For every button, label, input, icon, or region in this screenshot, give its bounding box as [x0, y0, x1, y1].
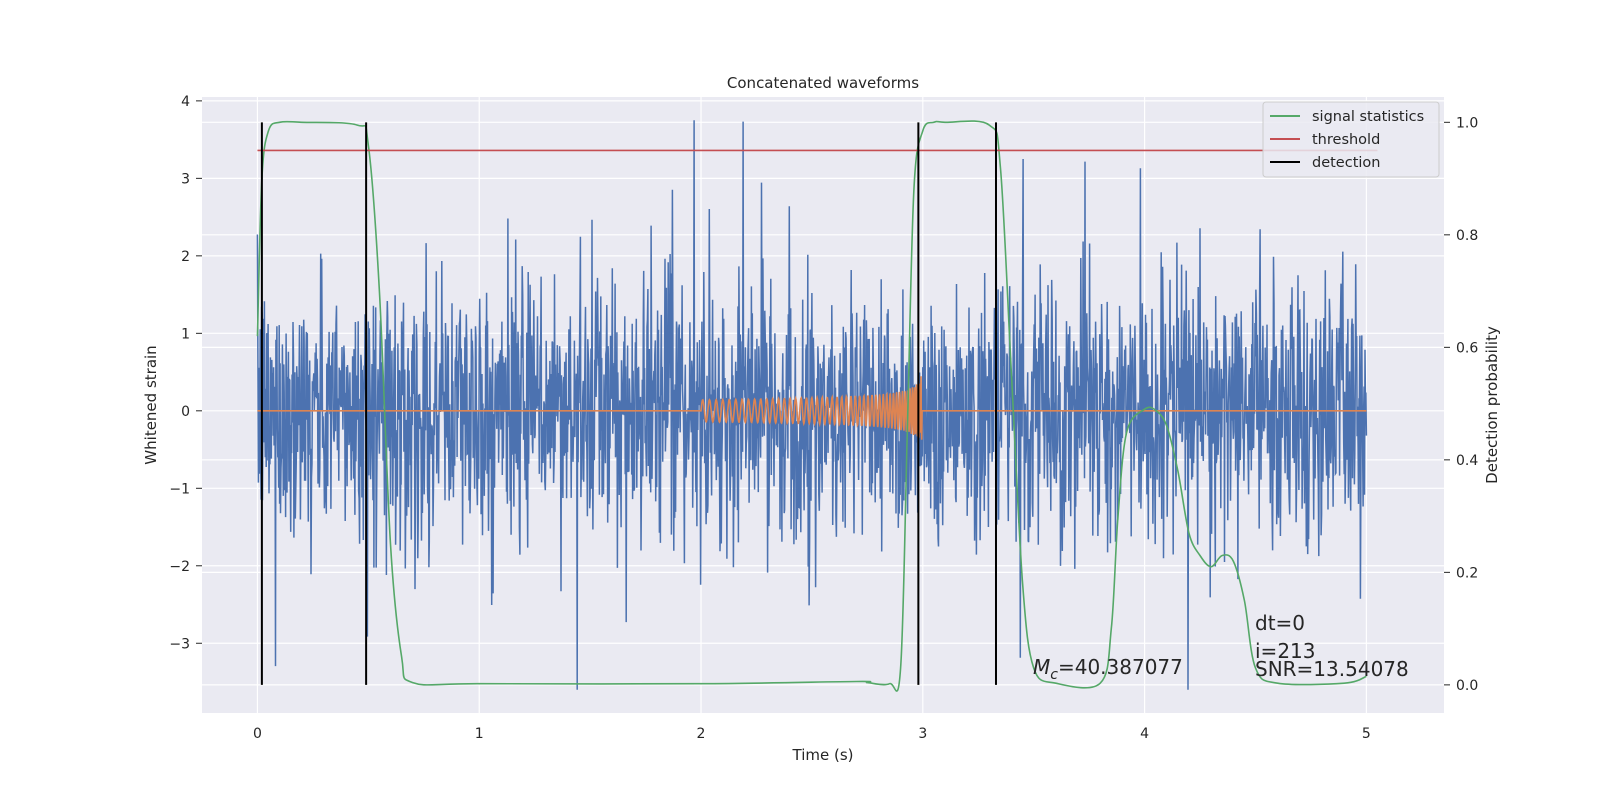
y-axis-left-label: Whitened strain: [142, 345, 160, 464]
legend-box: [1262, 101, 1440, 178]
x-tick-label: 4: [1140, 726, 1149, 742]
series-signal-statistics: [256, 120, 1367, 692]
x-axis-label: Time (s): [792, 746, 854, 764]
y-left-tick-label: 2: [181, 249, 190, 265]
y-left-ticks: −3 −2 −1 0 1 2 3 4: [169, 94, 202, 652]
y-left-tick-label: 4: [181, 94, 190, 110]
x-tick-label: 2: [697, 726, 706, 742]
y-right-tick-label: 0.8: [1456, 228, 1478, 244]
legend-label-2: detection: [1312, 155, 1380, 171]
annotation-dt: dt=0: [1255, 611, 1305, 635]
legend-label-0: signal statistics: [1312, 109, 1424, 125]
y-right-tick-label: 0.2: [1456, 565, 1478, 581]
legend: signal statistics threshold detection: [1262, 101, 1440, 178]
y-left-tick-label: 1: [181, 326, 190, 342]
annotation-mc: Mc=40.387077: [1033, 655, 1183, 683]
x-tick-label: 5: [1362, 726, 1371, 742]
y-left-tick-label: −3: [169, 636, 190, 652]
y-right-tick-label: 1.0: [1456, 115, 1478, 131]
annotation-mc-symbol: M: [1033, 655, 1050, 679]
annotation-mc-subscript: c: [1050, 667, 1058, 683]
y-right-tick-label: 0.0: [1456, 678, 1478, 694]
x-ticks: 0 1 2 3 4 5: [253, 726, 1371, 742]
y-right-tick-label: 0.4: [1456, 453, 1478, 469]
annotation-i: i=213: [1255, 639, 1316, 663]
y-left-tick-label: 3: [181, 171, 190, 187]
series-template: [257, 376, 1367, 440]
annotation-mc-value: =40.387077: [1058, 655, 1183, 679]
chart-title: Concatenated waveforms: [727, 74, 919, 92]
y-left-tick-label: −2: [169, 559, 190, 575]
y-left-tick-label: −1: [169, 481, 190, 497]
y-left-tick-label: 0: [181, 404, 190, 420]
x-tick-label: 0: [253, 726, 262, 742]
x-tick-label: 1: [475, 726, 484, 742]
y-right-ticks: 0.0 0.2 0.4 0.6 0.8 1.0: [1444, 115, 1478, 694]
annotation-snr: SNR=13.54078: [1255, 657, 1409, 681]
legend-label-1: threshold: [1312, 132, 1380, 148]
y-right-tick-label: 0.6: [1456, 340, 1478, 356]
y-axis-right-label: Detection probability: [1483, 326, 1501, 484]
series-whitened-strain: [256, 120, 1368, 690]
x-tick-label: 3: [918, 726, 927, 742]
